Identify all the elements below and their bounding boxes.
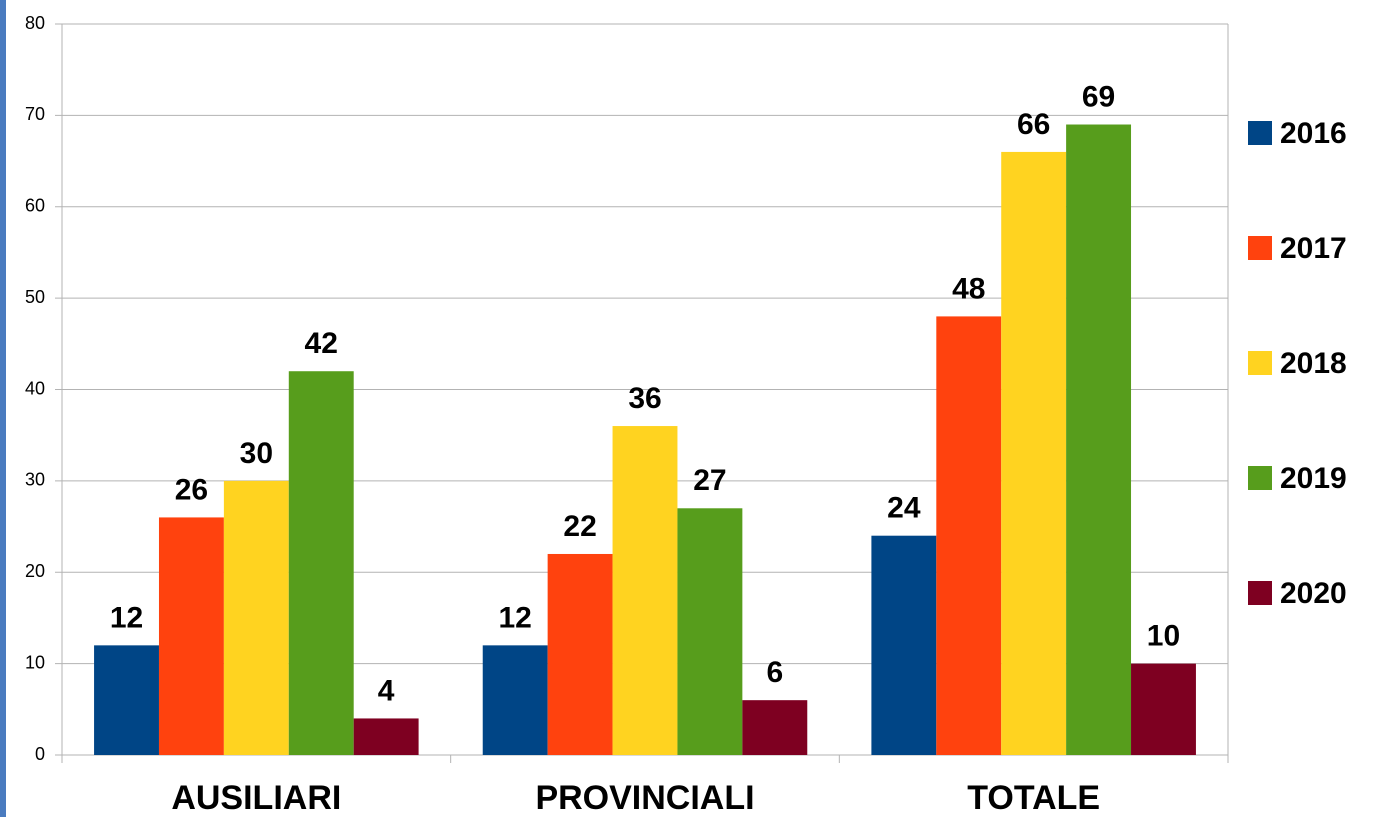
x-tick-label: AUSILIARI <box>171 779 341 817</box>
legend-swatch <box>1248 466 1272 490</box>
data-label: 4 <box>378 674 395 707</box>
data-label: 36 <box>628 382 661 415</box>
data-label: 48 <box>952 272 985 305</box>
x-tick-label: PROVINCIALI <box>535 779 754 817</box>
bar <box>223 480 289 755</box>
x-tick-label: TOTALE <box>967 779 1100 817</box>
bar <box>353 718 419 755</box>
data-label: 10 <box>1147 620 1180 653</box>
bar <box>742 700 808 755</box>
bar <box>677 508 743 755</box>
data-label: 69 <box>1082 80 1115 113</box>
legend-label: 2020 <box>1280 577 1347 610</box>
bar <box>547 553 613 755</box>
data-label: 12 <box>110 601 143 634</box>
y-tick-label: 80 <box>25 13 45 33</box>
bar <box>1131 663 1196 755</box>
legend-swatch <box>1248 351 1272 375</box>
bar <box>482 645 548 755</box>
data-label: 26 <box>175 473 208 506</box>
bar <box>1001 151 1067 756</box>
left-border <box>0 0 6 817</box>
bar <box>871 535 937 755</box>
data-label: 24 <box>887 492 921 525</box>
legend-label: 2016 <box>1280 117 1347 150</box>
legend-label: 2019 <box>1280 462 1347 495</box>
data-label: 42 <box>305 327 338 360</box>
y-tick-label: 40 <box>25 378 45 398</box>
bar <box>1066 124 1132 755</box>
bar <box>158 517 224 755</box>
legend-swatch <box>1248 236 1272 260</box>
data-label: 22 <box>563 510 596 543</box>
legend-label: 2017 <box>1280 232 1347 265</box>
bar <box>612 426 678 755</box>
y-tick-label: 30 <box>25 470 45 490</box>
bar <box>288 371 354 755</box>
y-tick-label: 70 <box>25 104 45 124</box>
data-label: 30 <box>240 437 273 470</box>
y-tick-label: 50 <box>25 287 45 307</box>
data-label: 27 <box>693 464 726 497</box>
y-tick-label: 20 <box>25 561 45 581</box>
bar <box>94 645 159 755</box>
y-tick-label: 10 <box>25 652 45 672</box>
data-label: 6 <box>766 656 783 689</box>
y-tick-label: 60 <box>25 196 45 216</box>
data-label: 12 <box>498 601 531 634</box>
data-label: 66 <box>1017 108 1050 141</box>
y-tick-label: 0 <box>35 744 45 764</box>
legend-swatch <box>1248 121 1272 145</box>
legend-swatch <box>1248 581 1272 605</box>
legend-label: 2018 <box>1280 347 1347 380</box>
bar <box>936 316 1002 755</box>
